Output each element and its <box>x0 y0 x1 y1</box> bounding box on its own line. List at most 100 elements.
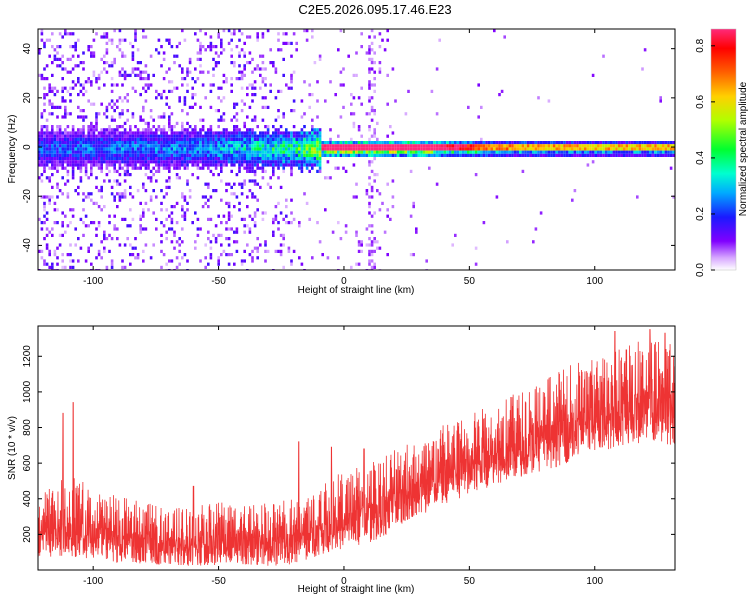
spectrogram-cell <box>217 137 220 141</box>
spectrogram-cell <box>134 153 137 157</box>
spectrogram-cell <box>87 160 90 164</box>
spectrogram-cell <box>285 147 288 151</box>
spectrogram-cell <box>66 89 70 93</box>
spectrogram-cell <box>625 150 629 154</box>
spectrogram-cell <box>313 147 317 151</box>
spectrogram-cell <box>591 153 595 157</box>
spectrogram-cell <box>100 131 103 135</box>
spectrogram-cell <box>82 147 85 151</box>
spectrogram-cell <box>45 262 49 266</box>
spectrogram-cell <box>396 144 400 148</box>
spectrogram-cell <box>155 217 158 221</box>
spectrogram-cell <box>142 249 145 253</box>
spectrogram-cell <box>64 32 67 36</box>
spectrogram-cell <box>123 54 127 58</box>
spectrogram-cell <box>604 147 608 151</box>
spectrogram-cell <box>344 169 348 173</box>
spectrogram-cell <box>56 208 59 212</box>
spectrogram-cell <box>105 128 109 132</box>
spectrogram-cell <box>84 115 88 119</box>
spectrogram-cell <box>326 153 330 157</box>
spectrogram-cell <box>84 195 88 199</box>
spectrogram-cell <box>625 141 629 145</box>
spectrogram-cell <box>64 147 67 151</box>
spectrogram-cell <box>352 121 356 125</box>
spectrogram-cell <box>274 134 278 138</box>
spectrogram-cell <box>162 112 166 116</box>
spectrogram-cell <box>329 144 332 148</box>
spectrogram-cell <box>84 89 88 93</box>
spectrogram-cell <box>48 38 51 42</box>
spectrogram-cell <box>651 144 655 148</box>
spectrogram-cell <box>126 73 129 77</box>
spectrogram-cell <box>105 134 109 138</box>
spectrogram-cell <box>370 153 374 157</box>
spectrogram-cell <box>71 45 75 49</box>
spectrogram-cell <box>188 153 192 157</box>
spectrogram-cell <box>129 125 132 129</box>
spectrogram-cell <box>368 125 371 129</box>
spectrogram-cell <box>386 144 389 148</box>
spectrogram-cell <box>225 253 228 257</box>
spectrogram-cell <box>295 141 298 145</box>
spectrogram-cell <box>100 147 103 151</box>
spectrogram-cell <box>617 144 621 148</box>
spectrogram-cell <box>152 141 155 145</box>
spectrogram-cell <box>667 144 670 148</box>
spectrogram-cell <box>261 105 265 109</box>
spectrogram-cell <box>311 163 314 167</box>
spectrogram-cell <box>165 163 168 167</box>
spectrogram-cell <box>56 89 59 93</box>
spectrogram-cell <box>248 150 252 154</box>
spectrogram-cell <box>368 83 371 87</box>
spectrogram-cell <box>108 141 111 145</box>
spectrogram-cell <box>227 137 231 141</box>
spectrogram-cell <box>51 125 54 129</box>
spectrogram-cell <box>391 131 395 135</box>
spectrogram-cell <box>370 189 374 193</box>
spectrogram-cell <box>113 109 116 113</box>
spectrogram-cell <box>636 141 639 145</box>
spectrogram-cell <box>110 160 114 164</box>
spectrogram-cell <box>116 134 119 138</box>
spectrogram-cell <box>633 150 636 154</box>
spectrogram-cell <box>110 163 114 167</box>
spectrogram-cell <box>251 153 254 157</box>
spectrogram-cell <box>45 227 49 231</box>
spectrogram-cell <box>318 141 322 145</box>
spectrogram-cell <box>329 147 332 151</box>
spectrogram-cell <box>123 160 127 164</box>
spectrogram-cell <box>66 179 70 183</box>
spectrogram-cell <box>495 147 499 151</box>
spectrogram-cell <box>373 265 376 269</box>
spectrogram-cell <box>209 144 213 148</box>
spectrogram-cell <box>48 198 51 202</box>
spectrogram-cell <box>246 115 249 119</box>
spectrogram-cell <box>298 153 301 157</box>
spectrogram-cell <box>233 150 236 154</box>
spectrogram-cell <box>144 141 148 145</box>
spectrogram-cell <box>264 83 267 87</box>
spectrogram-cell <box>537 141 540 145</box>
spectrogram-cell <box>342 144 345 148</box>
spectrogram-cell <box>175 131 179 135</box>
spectrogram-cell <box>214 189 218 193</box>
spectrogram-cell <box>149 147 153 151</box>
spectrogram-cell <box>274 214 278 218</box>
spectrogram-cell <box>378 147 382 151</box>
spectrogram-cell <box>230 269 233 270</box>
spectrogram-cell <box>126 163 129 167</box>
spectrogram-cell <box>506 150 509 154</box>
spectrogram-cell <box>305 201 309 205</box>
spectrogram-cell <box>181 137 184 141</box>
spectrogram-cell <box>461 150 465 154</box>
spectrogram-cell <box>186 153 189 157</box>
spectrogram-cell <box>391 205 395 209</box>
spectrogram-cell <box>209 137 213 141</box>
spectrogram-cell <box>69 32 72 36</box>
spectrogram-cell <box>214 166 218 170</box>
spectrogram-cell <box>256 137 259 141</box>
spectrogram-cell <box>472 141 475 145</box>
spectrogram-cell <box>87 131 90 135</box>
spectrogram-cell <box>43 125 46 129</box>
